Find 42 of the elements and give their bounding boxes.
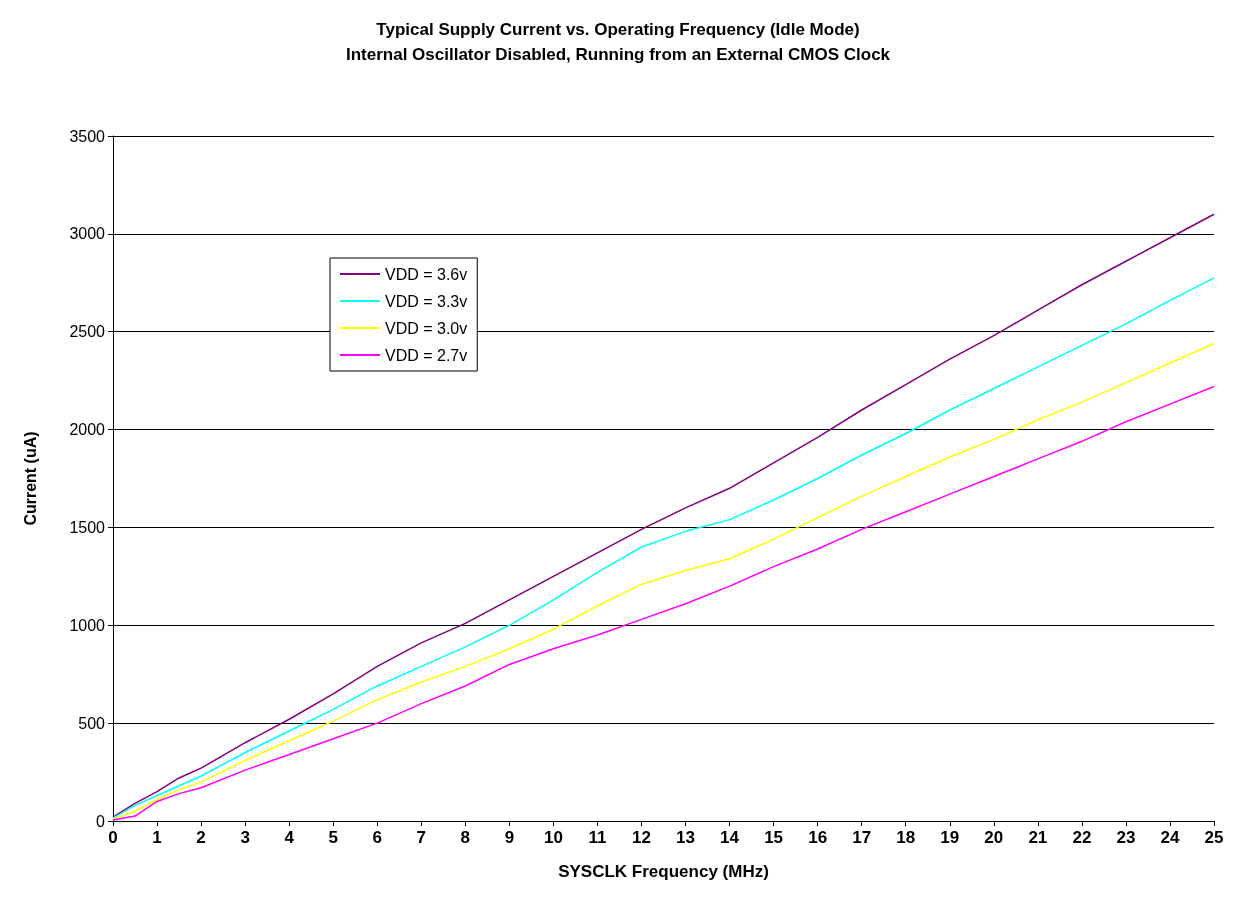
x-tick-label: 13 (676, 828, 695, 847)
y-tick-label: 3000 (69, 225, 106, 243)
legend-label: VDD = 3.0v (385, 319, 468, 337)
x-tick-label: 14 (720, 828, 740, 847)
y-tick-label: 1500 (69, 518, 106, 536)
chart-subtitle: Internal Oscillator Disabled, Running from an External CMOS Clock (345, 45, 891, 64)
x-tick-label: 21 (1028, 828, 1048, 847)
x-tick-label: 0 (108, 828, 118, 847)
x-tick-label: 2 (196, 828, 206, 847)
x-tick-label: 25 (1204, 828, 1224, 847)
x-tick-label: 5 (328, 828, 338, 847)
x-tick-label: 17 (852, 828, 872, 847)
legend-label: VDD = 3.3v (385, 292, 468, 310)
x-tick-label: 22 (1072, 828, 1092, 847)
y-tick-label: 0 (96, 812, 106, 830)
legend-label: VDD = 3.6v (385, 265, 468, 283)
x-tick-label: 20 (984, 828, 1004, 847)
y-axis-title: Current (uA) (21, 431, 39, 526)
x-axis-title: SYSCLK Frequency (MHz) (558, 862, 769, 881)
x-tick-label: 12 (632, 828, 651, 847)
x-tick-label: 10 (543, 828, 563, 847)
x-tick-label: 3 (240, 828, 250, 847)
y-tick-label: 500 (78, 714, 106, 732)
y-tick-label: 2500 (69, 323, 106, 341)
x-tick-label: 15 (764, 828, 784, 847)
x-tick-label: 9 (504, 828, 515, 847)
x-tick-label: 4 (284, 828, 295, 847)
x-tick-label: 18 (896, 828, 916, 847)
x-tick-label: 11 (588, 828, 607, 847)
x-tick-label: 1 (152, 828, 162, 847)
x-tick-label: 16 (808, 828, 828, 847)
chart-title: Typical Supply Current vs. Operating Frequency (Idle Mode) (376, 20, 860, 39)
x-tick-label: 6 (372, 828, 382, 847)
x-tick-label: 7 (416, 828, 427, 847)
x-tick-label: 19 (940, 828, 960, 847)
y-tick-label: 3500 (69, 127, 106, 145)
x-tick-label: 23 (1116, 828, 1136, 847)
legend-label: VDD = 2.7v (385, 346, 468, 364)
x-tick-label: 24 (1160, 828, 1180, 847)
y-tick-label: 1000 (69, 616, 106, 634)
x-tick-label: 8 (460, 828, 471, 847)
y-tick-label: 2000 (69, 421, 106, 439)
